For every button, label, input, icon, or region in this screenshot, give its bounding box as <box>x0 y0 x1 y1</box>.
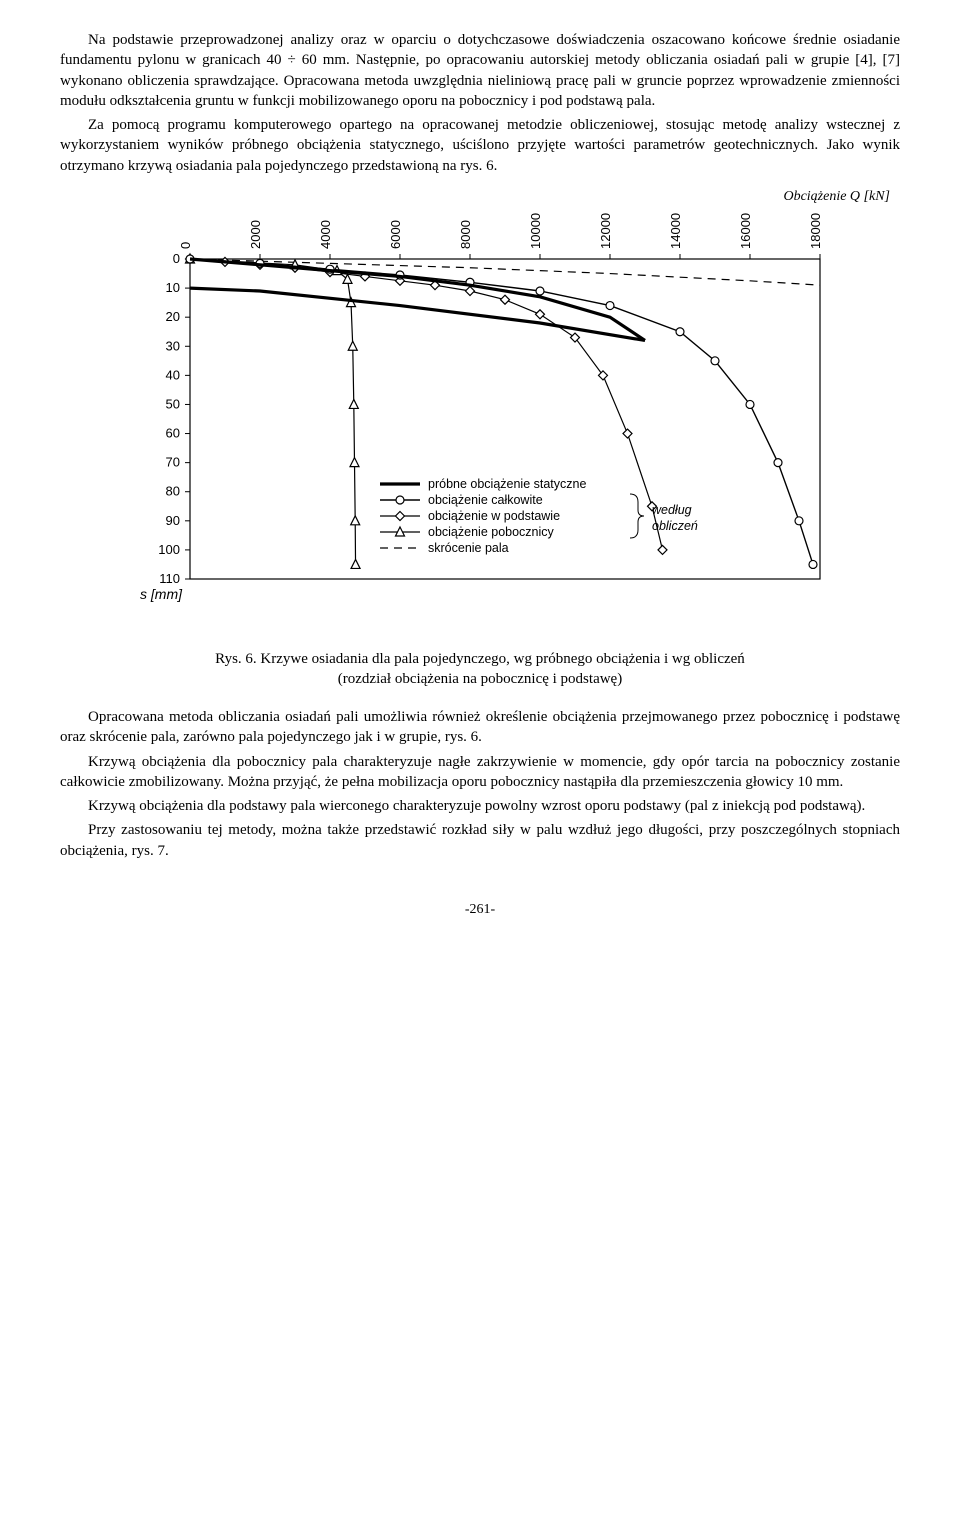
paragraph-5: Krzywą obciążenia dla podstawy pala wier… <box>60 796 900 816</box>
svg-text:110: 110 <box>159 571 180 586</box>
svg-text:100: 100 <box>158 542 180 557</box>
svg-text:obciążenie w podstawie: obciążenie w podstawie <box>428 509 560 523</box>
svg-text:60: 60 <box>166 425 180 440</box>
paragraph-2: Za pomocą programu komputerowego oparteg… <box>60 115 900 176</box>
svg-text:16000: 16000 <box>738 212 753 248</box>
svg-text:70: 70 <box>166 454 180 469</box>
svg-text:według: według <box>652 503 692 517</box>
svg-text:14000: 14000 <box>668 212 683 248</box>
svg-text:90: 90 <box>166 512 180 527</box>
svg-text:80: 80 <box>166 483 180 498</box>
svg-text:40: 40 <box>166 367 180 382</box>
svg-text:4000: 4000 <box>318 220 333 249</box>
paragraph-4: Krzywą obciążenia dla pobocznicy pala ch… <box>60 752 900 793</box>
svg-text:18000: 18000 <box>808 212 823 248</box>
svg-text:0: 0 <box>178 241 193 248</box>
svg-text:8000: 8000 <box>458 220 473 249</box>
settlement-chart: 0 2000 4000 6000 8000 10000 12000 14000 16000 180… <box>100 209 860 639</box>
svg-text:50: 50 <box>166 396 180 411</box>
svg-text:10000: 10000 <box>528 212 543 248</box>
svg-text:próbne obciążenie statyczne: próbne obciążenie statyczne <box>428 477 586 491</box>
svg-text:obciążenie pobocznicy: obciążenie pobocznicy <box>428 525 555 539</box>
svg-text:20: 20 <box>166 309 180 324</box>
chart-load-label: Obciążenie Q [kN] <box>60 188 900 207</box>
figure-caption-line2: (rozdział obciążenia na pobocznicę i pod… <box>338 671 622 687</box>
page-number: -261- <box>60 901 900 920</box>
svg-text:skrócenie pala: skrócenie pala <box>428 541 509 555</box>
svg-text:2000: 2000 <box>248 220 263 249</box>
svg-text:30: 30 <box>166 338 180 353</box>
figure-caption: Rys. 6. Krzywe osiadania dla pala pojedy… <box>60 649 900 690</box>
svg-text:6000: 6000 <box>388 220 403 249</box>
svg-text:12000: 12000 <box>598 212 613 248</box>
svg-text:s [mm]: s [mm] <box>140 586 183 602</box>
figure-caption-line1: Rys. 6. Krzywe osiadania dla pala pojedy… <box>215 651 745 667</box>
paragraph-6: Przy zastosowaniu tej metody, można takż… <box>60 820 900 861</box>
svg-text:0: 0 <box>173 251 180 266</box>
svg-text:obliczeń: obliczeń <box>652 519 698 533</box>
paragraph-3: Opracowana metoda obliczania osiadań pal… <box>60 707 900 748</box>
svg-text:obciążenie całkowite: obciążenie całkowite <box>428 493 543 507</box>
svg-text:10: 10 <box>166 280 180 295</box>
paragraph-1: Na podstawie przeprowadzonej analizy ora… <box>60 30 900 111</box>
